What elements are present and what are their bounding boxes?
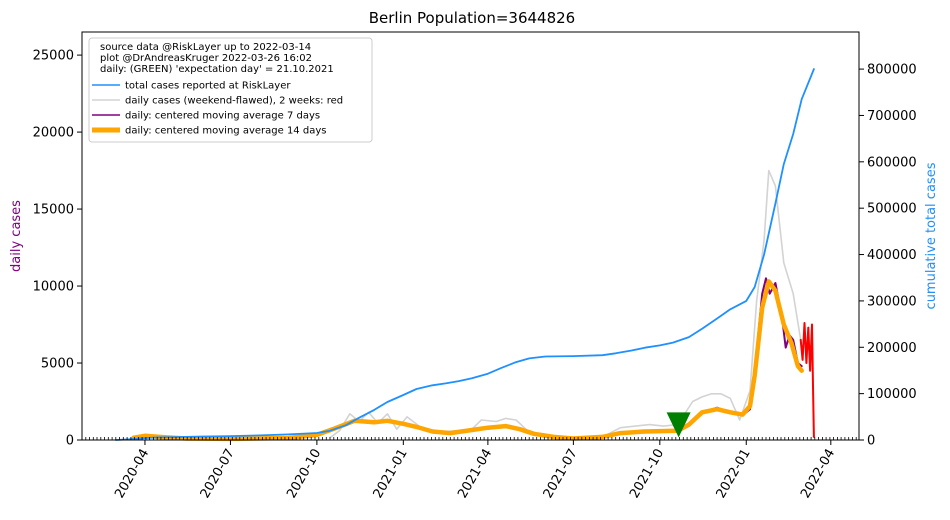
plot-frame bbox=[81, 31, 860, 441]
y-left-tick-label: 0 bbox=[66, 434, 74, 449]
y-left-tick-label: 5000 bbox=[41, 357, 74, 372]
y-left-tick-label: 10000 bbox=[33, 280, 74, 295]
y-right-tick-label: 0 bbox=[867, 434, 875, 449]
series-layer bbox=[114, 68, 815, 442]
y-left-tick-label: 25000 bbox=[33, 49, 74, 64]
legend-header-line: source data @RiskLayer up to 2022-03-14 bbox=[100, 42, 311, 53]
x-minor-ticks bbox=[81, 437, 857, 440]
y-right-tick-label: 700000 bbox=[867, 109, 917, 124]
y-left-tick-label: 20000 bbox=[33, 126, 74, 141]
legend-box bbox=[88, 37, 373, 143]
legend-header-line: daily: (GREEN) 'expectation day' = 21.10… bbox=[100, 64, 334, 75]
legend-entry-label: daily: centered moving average 14 days bbox=[125, 126, 326, 137]
legend: source data @RiskLayer up to 2022-03-14p… bbox=[88, 37, 373, 143]
legend-entry-label: total cases reported at RiskLayer bbox=[125, 81, 291, 92]
marker-layer bbox=[666, 412, 691, 438]
chart-title: Berlin Population=3644826 bbox=[369, 9, 575, 27]
y-right-tick-label: 500000 bbox=[867, 202, 917, 217]
y-axis-right-label: cumulative total cases bbox=[924, 162, 939, 309]
y-left-tick-label: 15000 bbox=[33, 203, 74, 218]
expectation-day-marker bbox=[666, 412, 691, 438]
y-right-tick-label: 800000 bbox=[867, 63, 917, 78]
y-right-tick-label: 100000 bbox=[867, 387, 917, 402]
y-right-tick-label: 200000 bbox=[867, 341, 917, 356]
legend-header-line: plot @DrAndreasKruger 2022-03-26 16:02 bbox=[100, 53, 312, 64]
y-axis-left-label: daily cases bbox=[9, 200, 24, 272]
series-line-3 bbox=[799, 322, 815, 438]
series-line-1 bbox=[114, 68, 815, 441]
legend-entry-label: daily cases (weekend-flawed), 2 weeks: r… bbox=[125, 96, 343, 107]
legend-entry-label: daily: centered moving average 7 days bbox=[125, 111, 320, 122]
y-right-tick-label: 400000 bbox=[867, 248, 917, 263]
y-right-tick-label: 300000 bbox=[867, 294, 917, 309]
y-right-tick-label: 600000 bbox=[867, 155, 917, 170]
